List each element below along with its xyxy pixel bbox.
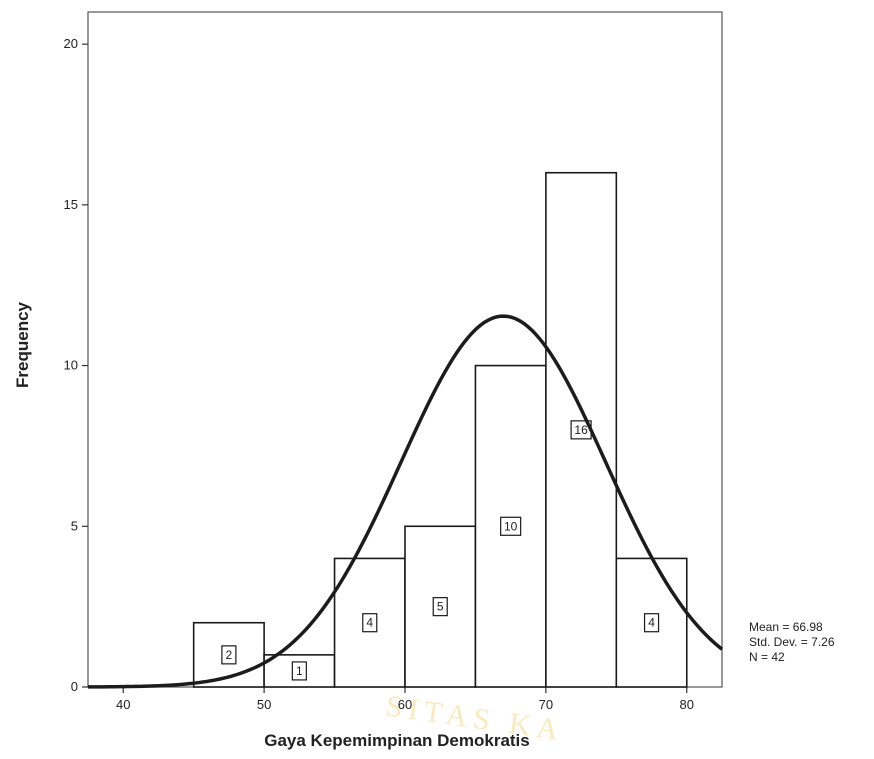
bar-count-box [500, 516, 522, 536]
y-tick-label: 5 [71, 518, 78, 533]
bar-count-label: 1 [296, 664, 303, 678]
y-tick-label: 0 [71, 679, 78, 694]
bar-count-label: 5 [437, 600, 444, 614]
bar-count-box [362, 613, 378, 633]
y-axis-title: Frequency [13, 301, 32, 388]
stats-mean: Mean = 66.98 [749, 620, 823, 634]
x-tick-label: 40 [116, 697, 130, 712]
normal-curve-line [87, 314, 724, 689]
bar-count-box [221, 645, 237, 665]
bar-count-label: 2 [226, 648, 233, 662]
x-tick-label: 70 [539, 697, 553, 712]
x-tick-label: 60 [398, 697, 412, 712]
bars-group: 2 1 4 5 10 16 4 [192, 171, 688, 688]
bar-count-label: 4 [366, 616, 373, 630]
stats-n: N = 42 [749, 650, 785, 664]
stats-box: Mean = 66.98 Std. Dev. = 7.26 N = 42 [749, 620, 835, 664]
bar-count-box [643, 613, 660, 633]
bar-count-label: 4 [648, 616, 655, 630]
x-axis: 40 50 60 70 80 [116, 687, 694, 712]
stats-std-dev: Std. Dev. = 7.26 [749, 635, 835, 649]
y-tick-label: 20 [64, 36, 78, 51]
y-tick-label: 15 [64, 197, 78, 212]
bar-count-label: 16 [574, 423, 588, 437]
x-axis-title: Gaya Kepemimpinan Demokratis [264, 731, 529, 750]
x-tick-label: 80 [680, 697, 694, 712]
bar-count-box [432, 597, 448, 617]
x-tick-label: 50 [257, 697, 271, 712]
bar-count-box [291, 661, 307, 681]
y-axis: 0 5 10 15 20 [64, 36, 88, 694]
bar-count-label: 10 [504, 519, 518, 533]
y-tick-label: 10 [64, 358, 78, 373]
